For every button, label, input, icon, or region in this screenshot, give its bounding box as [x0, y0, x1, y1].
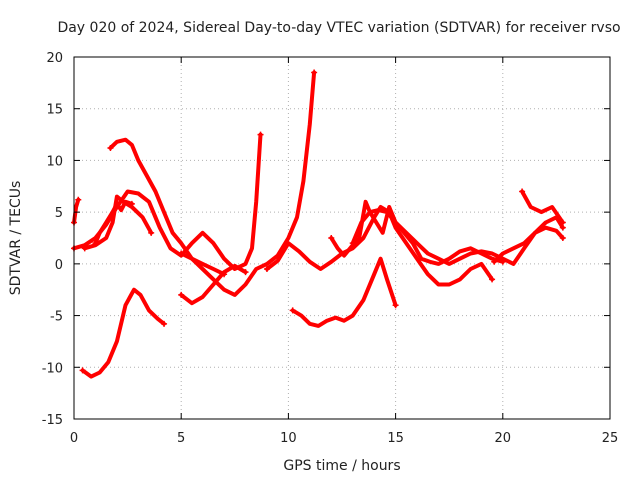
series-sat-a [72, 132, 263, 271]
series-point-marker [92, 240, 99, 247]
x-tick-label: 20 [495, 431, 512, 446]
y-axis-label: SDTVAR / TECUs [8, 181, 24, 296]
axis-ticks: 0 5 10 15 20 25 -15 -10 -5 0 5 10 15 20 [42, 51, 619, 446]
series-sat-e [80, 287, 166, 379]
series-point-marker [328, 235, 335, 241]
series-sat-h [179, 251, 227, 277]
series-point-marker [263, 266, 270, 273]
y-tick-label: -15 [42, 413, 63, 428]
series-point-marker [499, 258, 506, 265]
series-point-marker [559, 224, 566, 231]
x-tick-label: 0 [70, 431, 78, 446]
data-series-group [71, 69, 566, 379]
series-point-marker [81, 245, 88, 252]
series-point-marker [242, 269, 249, 276]
series-sat-l [350, 208, 505, 266]
plot-frame [73, 56, 611, 420]
x-tick-label: 15 [387, 431, 404, 446]
series-sat-d [82, 194, 154, 251]
series-point-marker [128, 200, 135, 207]
series-point-marker [519, 188, 526, 195]
y-tick-label: 20 [46, 51, 63, 66]
series-sat-b [72, 197, 81, 225]
series-point-marker [107, 145, 114, 152]
x-tick-label: 5 [177, 431, 185, 446]
x-tick-label: 10 [280, 431, 297, 446]
series-point-marker [289, 307, 296, 314]
series-point-marker [257, 131, 264, 138]
series-point-marker [161, 320, 168, 327]
x-axis-label: GPS time / hours [283, 458, 400, 474]
series-sat-m [520, 189, 565, 225]
y-tick-label: 10 [46, 154, 63, 169]
series-point-marker [178, 250, 185, 257]
series-point-marker [221, 271, 228, 278]
series-point-marker [79, 367, 86, 374]
series-point-marker [392, 302, 399, 309]
series-point-marker [349, 240, 356, 247]
series-point-marker [178, 291, 185, 298]
series-sat-f [179, 263, 248, 306]
series-point-marker [559, 219, 566, 226]
series-point-marker [489, 276, 496, 283]
x-tick-label: 25 [602, 431, 619, 446]
y-tick-label: -5 [50, 310, 63, 325]
series-sat-g [93, 199, 134, 246]
series-point-marker [559, 235, 566, 241]
series-sat-n [492, 225, 565, 264]
series-point-marker [75, 196, 82, 203]
series-sat-c [108, 70, 317, 297]
series-point-marker [148, 229, 155, 236]
chart-title: Day 020 of 2024, Sidereal Day-to-day VTE… [57, 20, 620, 36]
y-tick-label: -10 [42, 361, 63, 376]
y-tick-label: 5 [55, 206, 63, 221]
y-tick-label: 0 [55, 258, 63, 273]
series-point-marker [491, 258, 498, 265]
series-sat-k [290, 256, 398, 328]
y-tick-label: 15 [46, 103, 63, 118]
series-sat-i [265, 205, 495, 287]
series-point-marker [311, 69, 318, 76]
